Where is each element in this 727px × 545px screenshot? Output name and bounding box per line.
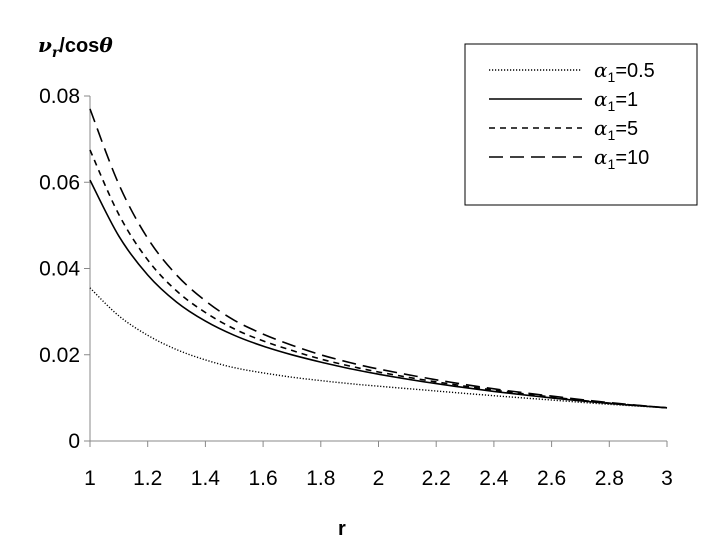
- legend-label-3: α1=5: [594, 116, 638, 143]
- legend-label-1: α1=0.5: [594, 58, 655, 85]
- series-line-1: [89, 287, 668, 409]
- y-axis-title-symbol: ν: [38, 33, 52, 57]
- series-line-2: [89, 179, 668, 409]
- legend-symbol: α: [594, 145, 608, 169]
- x-axis-title: r: [338, 518, 346, 540]
- x-ticks: 1 1.2 1.4 1.6 1.8 2 2.2 2.4 2.6 2.8 3: [84, 441, 673, 490]
- legend-label-4: α1=10: [594, 145, 649, 172]
- legend-value: =1: [615, 89, 638, 111]
- x-tick-label: 2.6: [537, 467, 566, 490]
- y-tick-label: 0.08: [39, 85, 80, 108]
- y-axis-title-subscript: r: [52, 45, 61, 61]
- y-tick-label: 0: [68, 430, 80, 453]
- legend-subscript: 1: [608, 98, 616, 114]
- legend-symbol: α: [594, 116, 608, 140]
- x-tick-label: 1.4: [191, 467, 221, 490]
- legend-subscript: 1: [608, 127, 616, 143]
- series-lines: [89, 108, 668, 409]
- y-axis-title-theta: θ: [99, 33, 113, 57]
- x-tick-label: 2.8: [595, 467, 624, 490]
- x-tick-label: 1: [84, 467, 96, 490]
- x-tick-label: 2: [373, 467, 385, 490]
- x-tick-label: 1.2: [133, 467, 162, 490]
- y-axis-title: νr/cosθ: [38, 33, 113, 61]
- legend-symbol: α: [594, 58, 608, 82]
- y-tick-label: 0.02: [39, 344, 80, 367]
- series-line-3: [89, 149, 668, 409]
- legend-subscript: 1: [608, 69, 616, 85]
- legend-value: =10: [615, 147, 649, 169]
- legend-box: [464, 43, 698, 206]
- series-line-4: [89, 108, 668, 409]
- legend-symbol: α: [594, 87, 608, 111]
- legend: α1=0.5α1=1α1=5α1=10: [464, 43, 698, 206]
- x-tick-label: 1.8: [306, 467, 335, 490]
- y-tick-label: 0.06: [39, 171, 80, 194]
- x-tick-label: 3: [661, 467, 673, 490]
- y-axis-title-rest: /cos: [59, 35, 99, 57]
- legend-label-2: α1=1: [594, 87, 638, 114]
- legend-value: =5: [615, 118, 638, 140]
- x-tick-label: 2.4: [479, 467, 509, 490]
- legend-subscript: 1: [608, 156, 616, 172]
- legend-value: =0.5: [615, 60, 654, 82]
- y-ticks: 0 0.02 0.04 0.06 0.08: [39, 85, 90, 453]
- y-tick-label: 0.04: [39, 258, 80, 281]
- x-tick-label: 1.6: [248, 467, 277, 490]
- x-tick-label: 2.2: [422, 467, 451, 490]
